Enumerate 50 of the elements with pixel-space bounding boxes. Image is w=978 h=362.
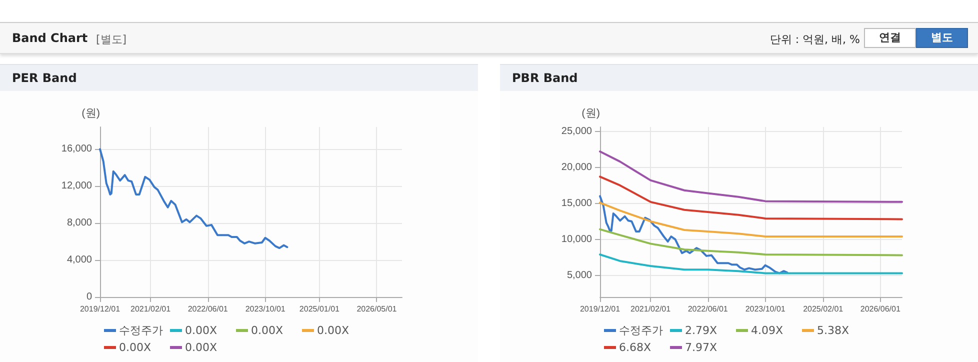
y-tick-label: 20,000 <box>561 162 592 173</box>
x-tick-label: 2026/06/01 <box>860 304 901 314</box>
y-tick-label: 25,000 <box>561 126 592 137</box>
x-tick-label: 2022/06/01 <box>188 304 228 314</box>
y-axis-title: (원) <box>82 108 100 120</box>
y-tick-label: 10,000 <box>561 234 592 245</box>
x-tick-label: 2019/12/01 <box>580 304 621 314</box>
toggle-button: 별도 <box>916 28 968 48</box>
legend-label: 0.00X <box>185 341 218 354</box>
legend-label: 0.00X <box>251 324 284 337</box>
line-series <box>599 202 903 238</box>
chart-title: PER Band <box>12 71 77 85</box>
x-tick-label: 2025/02/01 <box>803 304 844 314</box>
y-tick-label: 15,000 <box>561 198 592 209</box>
legend-label: 수정주가 <box>119 323 163 338</box>
legend-label: 5.38X <box>817 324 850 337</box>
chart-title: PBR Band <box>512 71 578 85</box>
line-series <box>599 150 903 203</box>
line-series <box>99 148 288 250</box>
line-series <box>599 195 788 274</box>
text: 단위 : 억원, 배, % <box>770 32 860 47</box>
y-tick-label: 0 <box>86 292 92 302</box>
text: Band Chart <box>12 31 88 45</box>
legend-label: 2.79X <box>685 324 718 337</box>
line-series <box>599 254 903 274</box>
x-tick-label: 2023/10/01 <box>245 304 286 314</box>
text: [별도] <box>96 32 127 47</box>
x-tick-label: 2023/10/01 <box>745 304 786 314</box>
legend-label: 수정주가 <box>619 323 663 338</box>
x-tick-label: 2025/01/01 <box>299 304 340 314</box>
legend-label: 0.00X <box>185 324 218 337</box>
y-tick-label: 12,000 <box>61 180 92 192</box>
y-tick-label: 4,000 <box>66 254 92 266</box>
toggle-button: 연결 <box>864 28 916 48</box>
x-tick-label: 2022/06/01 <box>688 304 728 314</box>
legend-label: 6.68X <box>619 341 652 354</box>
x-tick-label: 2026/05/01 <box>356 304 398 314</box>
y-tick-label: 16,000 <box>61 144 92 155</box>
x-tick-label: 2021/02/01 <box>630 304 672 314</box>
x-tick-label: 2021/02/01 <box>130 304 172 314</box>
line-series <box>599 176 903 220</box>
y-tick-label: 5,000 <box>566 270 592 281</box>
legend-label: 4.09X <box>751 324 784 337</box>
y-axis-title: (원) <box>582 108 600 120</box>
legend-label: 7.97X <box>685 341 718 354</box>
x-tick-label: 2019/12/01 <box>80 304 121 314</box>
legend-label: 0.00X <box>119 341 152 354</box>
legend-label: 0.00X <box>317 324 350 337</box>
y-tick-label: 8,000 <box>66 218 92 229</box>
line-series <box>599 228 903 256</box>
